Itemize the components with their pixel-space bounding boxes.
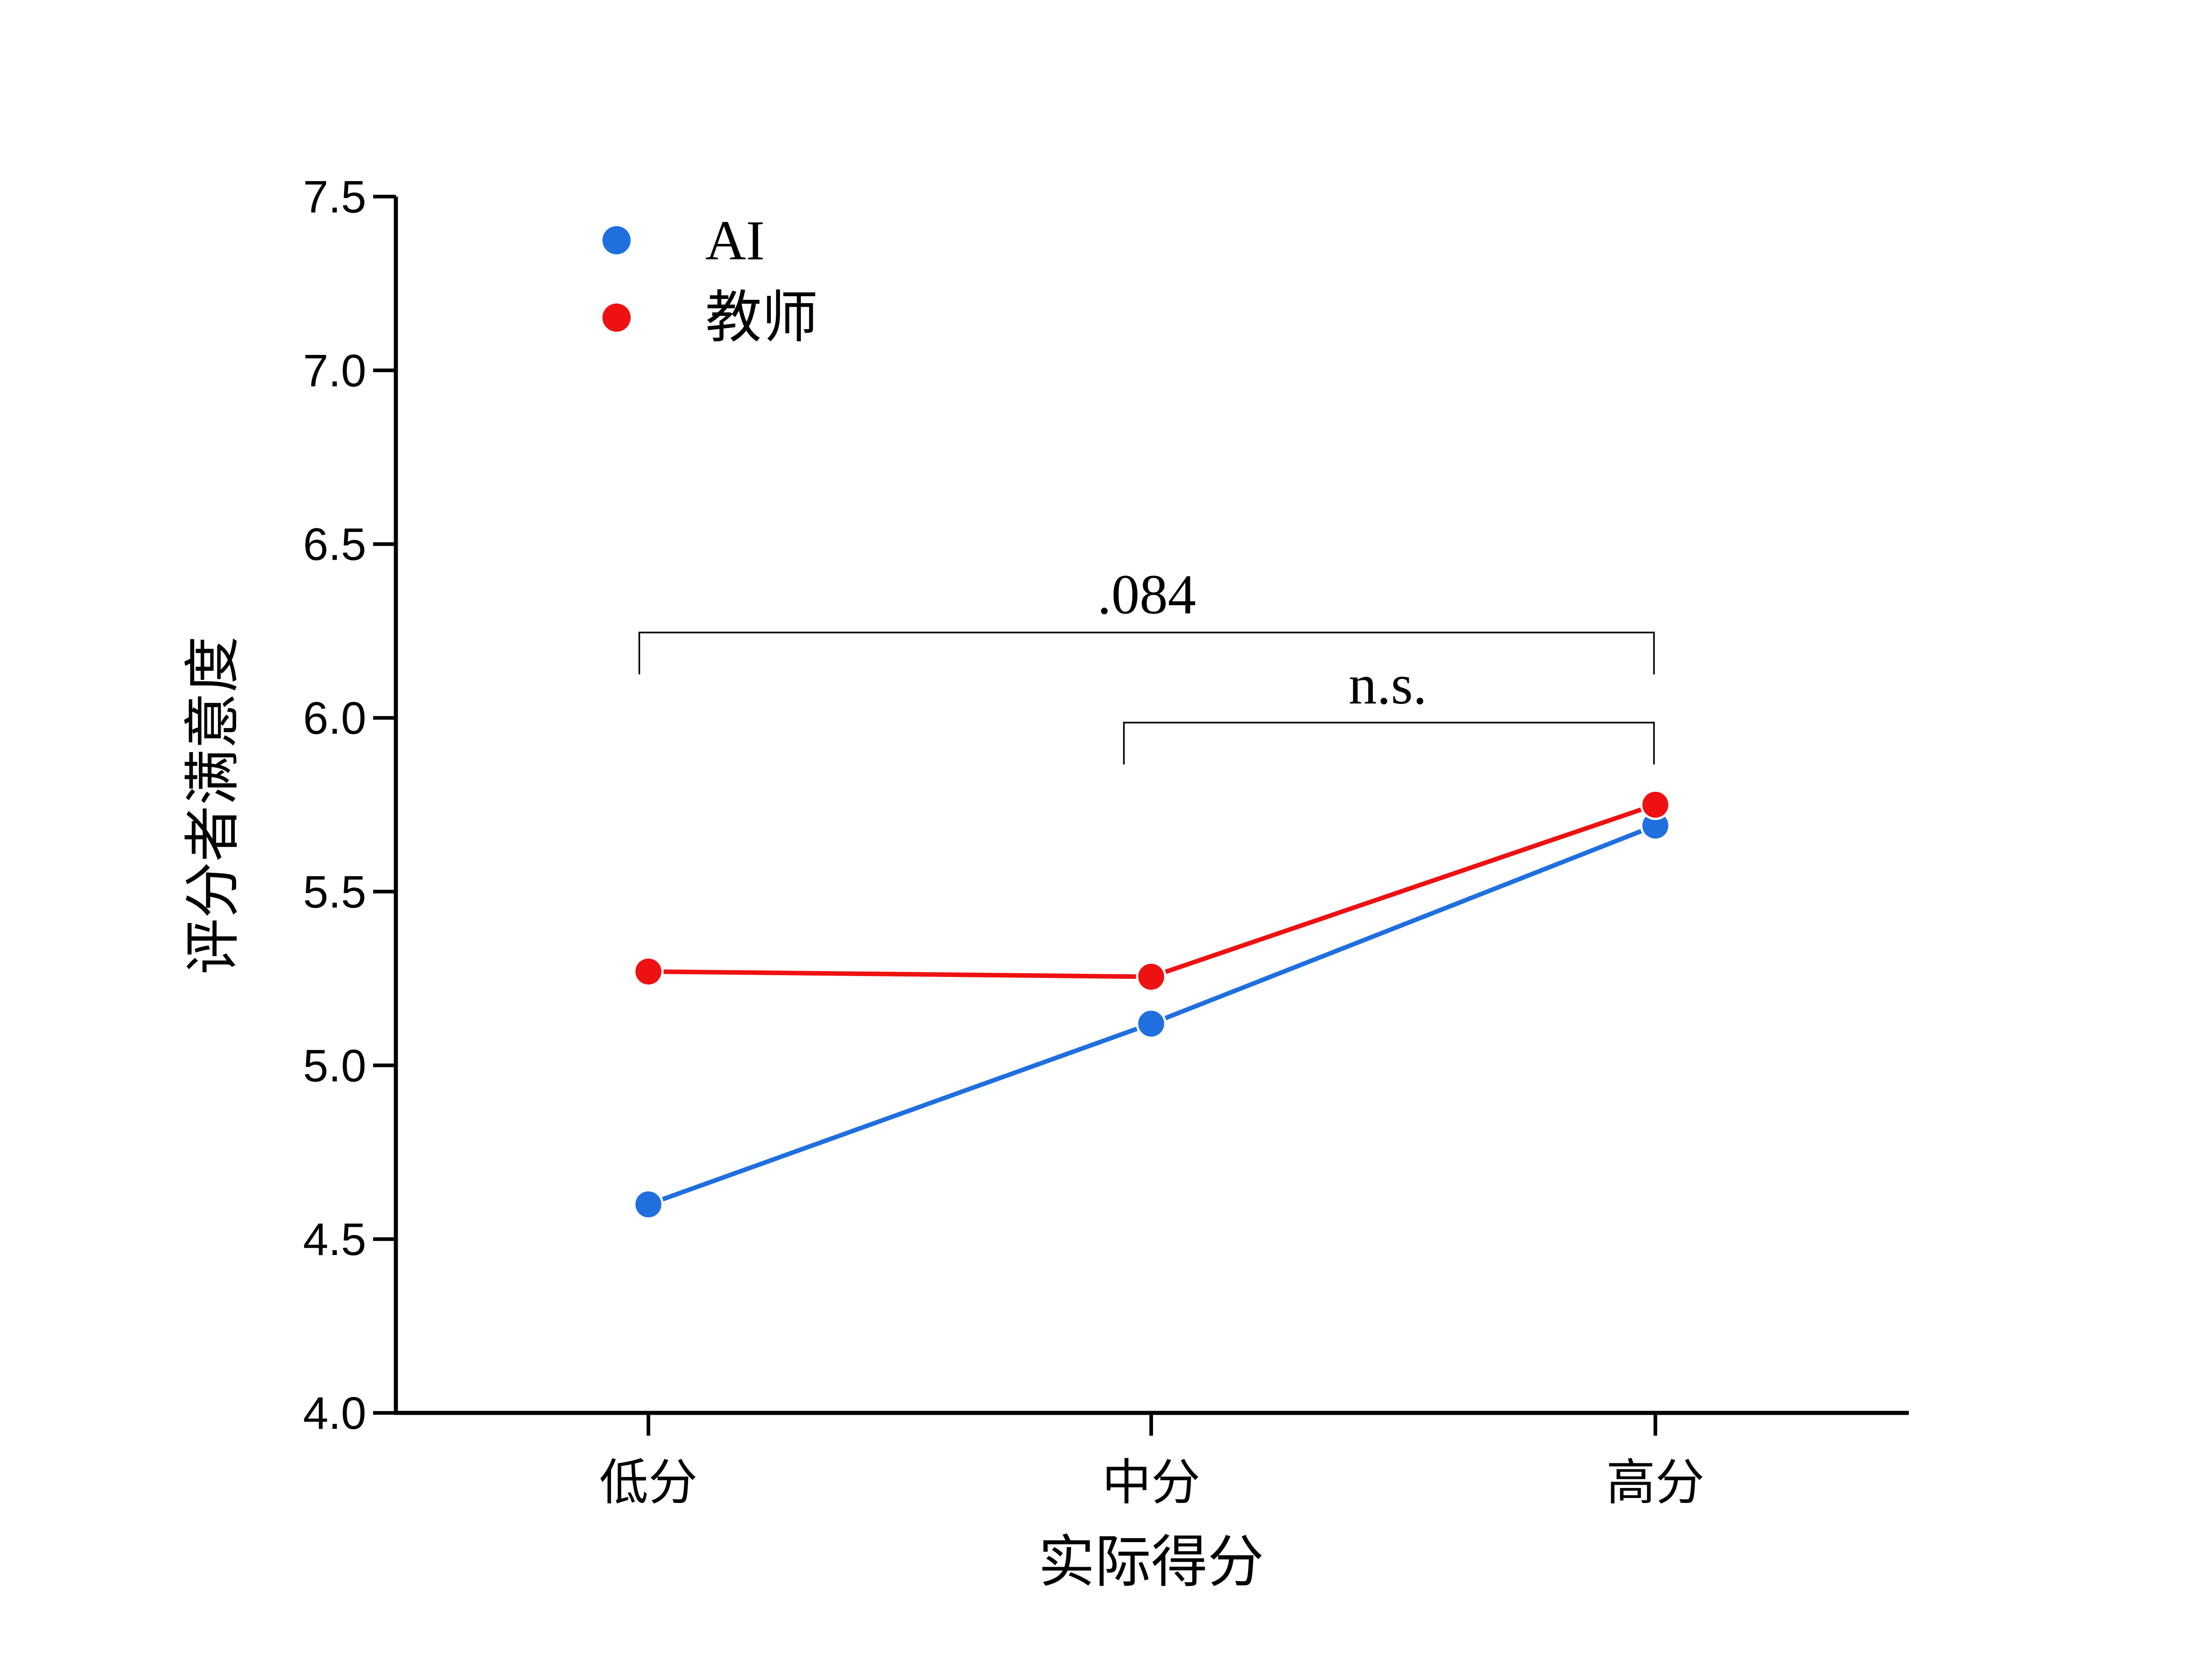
data-point-1-0 (633, 956, 664, 987)
legend-marker-1 (602, 304, 631, 332)
y-tick-label: 6.5 (303, 519, 366, 570)
x-axis-title: 实际得分 (1038, 1529, 1264, 1595)
y-tick-label: 7.5 (303, 172, 366, 223)
data-point-1-2 (1640, 789, 1671, 820)
y-tick-label: 7.0 (303, 345, 366, 396)
significance-label: .084 (1098, 563, 1196, 626)
series-line-1 (648, 802, 1656, 979)
data-point-0-0 (633, 1189, 664, 1220)
legend-label-0: AI (705, 209, 765, 272)
y-tick-label: 5.5 (303, 866, 366, 917)
y-tick-label: 4.0 (303, 1388, 366, 1439)
significance-bracket (1123, 722, 1655, 764)
series-layer (633, 789, 1671, 1220)
legend-marker-0 (602, 226, 631, 254)
annotations-layer: .084 n.s. (638, 563, 1655, 764)
legend-layer: AI 教师 (602, 209, 818, 350)
data-point-0-1 (1136, 1008, 1167, 1039)
y-tick-label: 4.5 (303, 1214, 366, 1265)
x-tick-label: 中分 (1102, 1454, 1200, 1511)
significance-label: n.s. (1349, 653, 1427, 716)
y-axis-title: 评分者满意度 (180, 636, 246, 975)
x-tick-label: 高分 (1606, 1454, 1704, 1511)
legend-label-1: 教师 (705, 285, 818, 350)
x-tick-label: 低分 (599, 1454, 698, 1511)
y-tick-label: 5.0 (303, 1040, 366, 1091)
y-tick-label: 6.0 (303, 693, 366, 744)
significance-bracket (638, 632, 1655, 674)
data-point-1-1 (1136, 961, 1167, 992)
